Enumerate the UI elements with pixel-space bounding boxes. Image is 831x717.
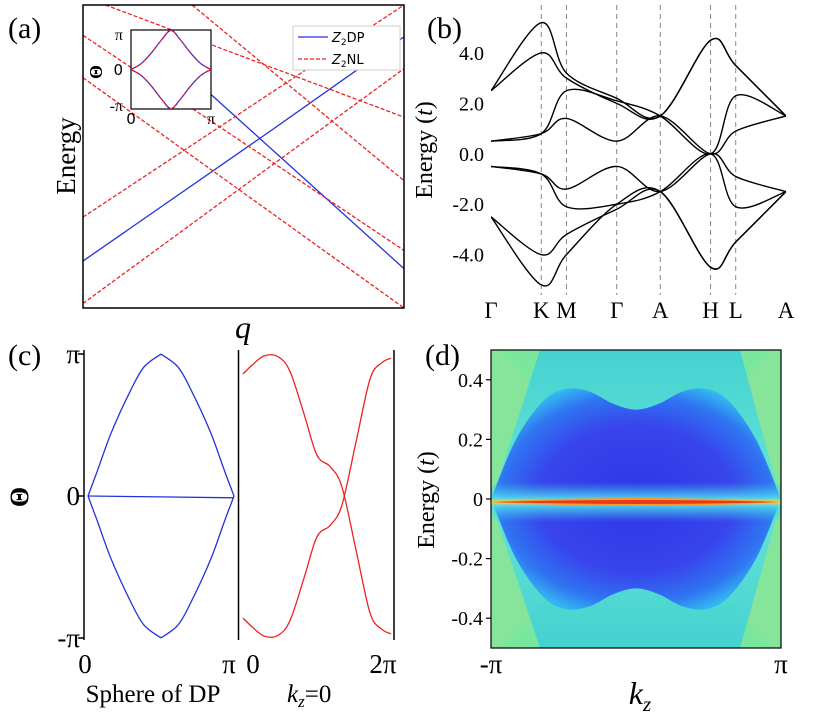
- series-band8: [491, 186, 786, 287]
- series-z2nl-line-0: [83, 68, 404, 304]
- panel-b-xtick-2: M: [556, 298, 576, 323]
- panel-c-left-zero-line: [87, 495, 235, 499]
- inset-ylabel: Θ: [86, 65, 106, 79]
- panel-d-ytick-3: -0.2: [451, 549, 483, 571]
- series-band7: [491, 188, 786, 270]
- panel-c-right-xtick-zero: 0: [246, 649, 260, 679]
- panel-b-xtick-6: L: [729, 298, 743, 323]
- panel-c-ytick-minus-pi: -π: [57, 623, 80, 653]
- legend-box: [292, 25, 401, 71]
- panel-b-xtick-3: Γ: [610, 298, 623, 323]
- panel-a-xlabel: q: [235, 309, 251, 345]
- panel-c-right-xtick-2pi: 2π: [369, 649, 397, 679]
- inset-ytick-pi: π: [115, 27, 123, 44]
- panel-c-right-lower: [242, 357, 392, 638]
- panel-b-ytick-2: 0.0: [459, 144, 484, 166]
- series-z2nl-line-4: [105, 5, 404, 118]
- panel-c-ytick-zero: 0: [67, 481, 81, 511]
- panel-b-ylabel: Energy (t): [412, 101, 438, 199]
- panel-b-xtick-7: A: [778, 298, 795, 323]
- panel-b-ytick-1: 2.0: [459, 93, 484, 115]
- panel-c-ylabel: Θ: [5, 487, 34, 507]
- heatmap-zero-mode: [491, 500, 781, 504]
- panel-d-xtick-minus-pi: -π: [480, 649, 503, 679]
- panel-b-ytick-3: -2.0: [452, 194, 484, 216]
- inset-curve-upper-nl: [131, 30, 211, 70]
- panel-b-yticks: 4.0 2.0 0.0 -2.0 -4.0: [452, 43, 484, 267]
- inset-ytick-zero: 0: [113, 61, 123, 79]
- panel-d-yticks: 0.4 0.2 0 -0.2 -0.4: [451, 370, 491, 630]
- series-band3: [491, 88, 786, 155]
- panel-d-ytick-2: 0: [473, 489, 483, 511]
- panel-b-ytick-0: 4.0: [459, 43, 484, 65]
- panel-b-ytick-4: -4.0: [452, 245, 484, 267]
- series-band5: [491, 153, 786, 193]
- panel-d-ytick-4: -0.4: [451, 608, 483, 630]
- panel-a-label: (a): [8, 12, 41, 45]
- inset-xtick-pi: π: [207, 111, 215, 128]
- panel-d-ylabel: Energy (t): [414, 451, 440, 549]
- panel-d-xtick-pi: π: [774, 649, 788, 679]
- panel-c-ytick-pi: π: [66, 339, 80, 369]
- panel-c: (c) π 0 -π Θ 0 π 0 2π Sphere of DP kz=0: [5, 339, 397, 711]
- panel-c-right-plot-area: [242, 354, 392, 638]
- panel-c-right-upper: [242, 354, 392, 635]
- panel-c-left-caption: Sphere of DP: [86, 681, 221, 708]
- legend-label-z2nl: Z2NL: [331, 53, 364, 70]
- panel-b-xtick-5: H: [702, 298, 719, 323]
- panel-c-left-lower-arc-1: [87, 495, 162, 639]
- legend-label-z2dp: Z2DP: [331, 31, 365, 48]
- inset-curve-lower-nl: [131, 69, 211, 109]
- inset-frame: [130, 29, 212, 110]
- inset-ytick-minus-pi: -π: [110, 98, 123, 115]
- inset-plot-area: [131, 30, 211, 109]
- panel-b-xtick-1: K: [533, 298, 550, 323]
- panel-a-ylabel: Energy: [51, 117, 81, 195]
- panel-b-xtick-4: A: [652, 298, 669, 323]
- series-band4: [491, 115, 786, 155]
- panel-c-right-caption: kz=0: [287, 681, 331, 711]
- series-z2dp-line-2: [185, 71, 404, 270]
- panel-a: (a) Energy q Z2DP Z2NL π 0 -π 0 π Θ: [8, 4, 405, 345]
- series-z2nl-line-2: [83, 34, 404, 251]
- series-band6: [491, 153, 786, 210]
- series-band1: [491, 21, 786, 119]
- series-z2nl-line-5: [191, 5, 404, 182]
- panel-b-symmetry-lines: [540, 5, 737, 295]
- panel-c-left-plot-area: [87, 353, 235, 639]
- panel-a-inset: π 0 -π 0 π Θ: [86, 27, 215, 128]
- panel-a-legend: Z2DP Z2NL: [292, 25, 401, 71]
- panel-b-label: (b): [427, 12, 462, 45]
- panel-c-left-lower-arc-2: [160, 495, 235, 639]
- panel-d-label: (d): [425, 339, 460, 372]
- panel-d-ytick-0: 0.4: [458, 370, 483, 392]
- inset-xtick-zero: 0: [126, 110, 136, 128]
- panel-d-heatmap: [491, 350, 781, 648]
- panel-a-frame: [82, 4, 405, 309]
- panel-d-xlabel: kz: [629, 675, 651, 716]
- panel-b-plot-area: [491, 21, 786, 287]
- series-band2: [491, 37, 786, 121]
- panel-d: (d) 0.4 0.2 0 -0.2 -0.4 -π π kz Energy (t): [414, 339, 788, 716]
- panel-c-label: (c): [8, 339, 41, 372]
- panel-d-ytick-1: 0.2: [458, 429, 483, 451]
- series-z2dp-line-0: [83, 130, 272, 262]
- panel-b-xtick-0: Γ: [484, 298, 497, 323]
- panel-c-left-xtick-zero: 0: [78, 649, 92, 679]
- panel-c-left-xtick-pi: π: [222, 649, 236, 679]
- panel-c-left-upper-arc-1: [87, 353, 162, 497]
- panel-c-left-upper-arc-2: [160, 353, 235, 497]
